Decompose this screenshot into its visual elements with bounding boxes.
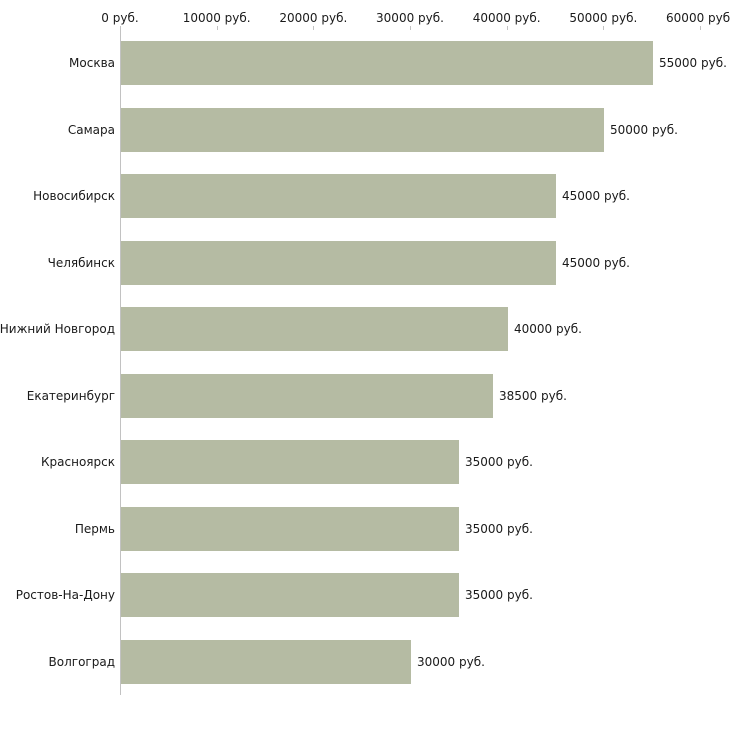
- bar: [121, 107, 604, 152]
- y-axis-line: [120, 30, 121, 695]
- value-label: 50000 руб.: [610, 122, 678, 137]
- category-label: Новосибирск: [33, 189, 115, 204]
- category-label: Екатеринбург: [26, 388, 115, 403]
- x-tick-label: 60000 руб.: [666, 11, 730, 25]
- value-label: 45000 руб.: [562, 255, 630, 270]
- value-label: 35000 руб.: [465, 588, 533, 603]
- x-tick-label: 20000 руб.: [279, 11, 348, 25]
- category-label: Самара: [67, 122, 115, 137]
- category-label: Пермь: [74, 521, 115, 536]
- x-tick-mark: [603, 26, 605, 30]
- value-label: 35000 руб.: [465, 521, 533, 536]
- x-tick-label: 50000 руб.: [569, 11, 638, 25]
- x-tick-label: 10000 руб.: [182, 11, 251, 25]
- value-label: 38500 руб.: [499, 388, 567, 403]
- bar: [121, 240, 556, 285]
- x-tick-mark: [120, 26, 121, 30]
- bar: [121, 373, 493, 418]
- x-tick-label: 0 руб.: [101, 11, 139, 25]
- category-label: Ростов-На-Дону: [15, 588, 115, 603]
- category-label: Москва: [69, 56, 115, 71]
- x-tick-mark: [700, 26, 701, 30]
- x-tick-label: 40000 руб.: [472, 11, 541, 25]
- value-label: 45000 руб.: [562, 189, 630, 204]
- category-label: Челябинск: [47, 255, 115, 270]
- value-label: 40000 руб.: [514, 322, 582, 337]
- value-label: 55000 руб.: [659, 56, 727, 71]
- bar: [121, 41, 653, 86]
- x-tick-mark: [410, 26, 411, 30]
- bar: [121, 639, 411, 684]
- bar: [121, 573, 459, 618]
- category-label: Красноярск: [41, 455, 115, 470]
- x-tick-label: 30000 руб.: [376, 11, 444, 25]
- bar: [121, 506, 459, 551]
- x-tick-mark: [216, 26, 218, 30]
- x-tick-mark: [313, 26, 315, 30]
- value-label: 30000 руб.: [417, 654, 485, 669]
- category-label: Волгоград: [48, 654, 115, 669]
- x-tick-mark: [506, 26, 508, 30]
- category-label: Нижний Новгород: [0, 322, 115, 337]
- bar: [121, 440, 459, 485]
- value-label: 35000 руб.: [465, 455, 533, 470]
- bar: [121, 174, 556, 219]
- bar: [121, 307, 508, 352]
